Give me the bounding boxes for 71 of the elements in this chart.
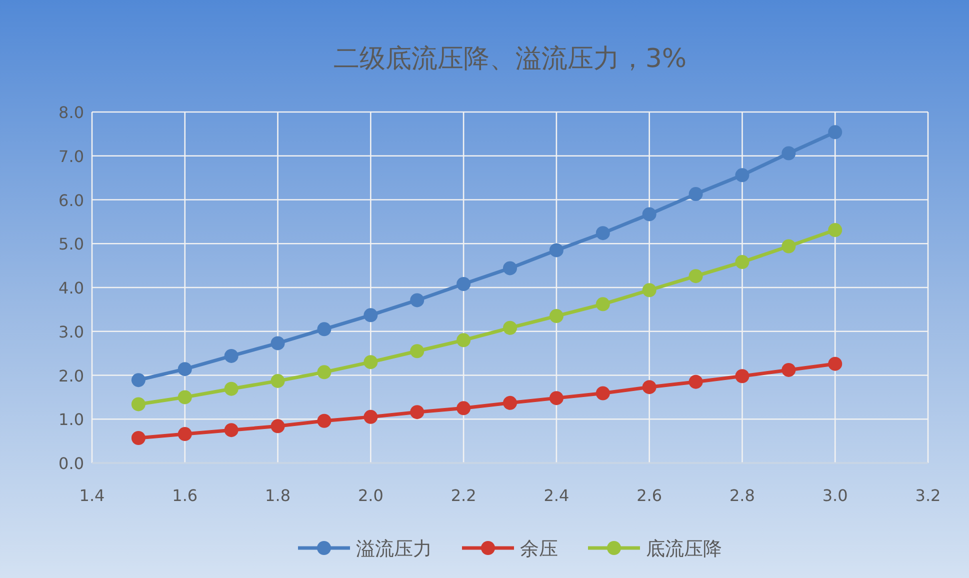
point	[596, 297, 610, 312]
point	[270, 336, 285, 350]
point	[364, 410, 378, 424]
y-tick-label: 7.0	[58, 146, 84, 166]
point	[131, 373, 146, 388]
point	[270, 419, 285, 434]
point	[178, 362, 192, 376]
point	[131, 430, 146, 445]
point	[642, 380, 656, 394]
point	[688, 374, 703, 389]
point	[828, 125, 842, 140]
point	[549, 309, 564, 324]
point	[317, 365, 332, 380]
x-tick-label: 1.8	[265, 486, 291, 505]
y-tick-label: 8.0	[58, 103, 84, 122]
x-tick-label: 2.4	[544, 486, 570, 505]
point	[782, 146, 796, 160]
x-tick-label: 2.0	[358, 486, 384, 505]
chart-title: 二级底流压降、溢流压力，3%	[333, 44, 687, 74]
point	[828, 223, 842, 238]
x-tick-label: 2.8	[729, 486, 755, 505]
point	[270, 374, 285, 388]
point	[782, 239, 796, 254]
point	[178, 427, 192, 442]
y-tick-label: 2.0	[58, 366, 84, 386]
y-tick-label: 5.0	[58, 234, 84, 254]
y-tick-label: 6.0	[58, 190, 84, 210]
point	[782, 362, 796, 377]
point	[410, 405, 424, 420]
point	[456, 333, 471, 348]
y-tick-label: 0.0	[58, 454, 84, 473]
y-tick-label: 3.0	[58, 322, 84, 342]
point	[735, 369, 750, 384]
x-tick-label: 2.2	[450, 486, 476, 505]
x-tick-label: 1.6	[172, 486, 198, 505]
y-tick-label: 1.0	[58, 410, 84, 430]
point	[224, 423, 238, 438]
point	[456, 276, 471, 291]
x-tick-label: 1.4	[79, 486, 105, 505]
point	[549, 391, 564, 406]
point	[224, 348, 238, 363]
point	[131, 397, 146, 412]
point	[735, 255, 750, 270]
legend-label: 溢流压力	[356, 538, 432, 560]
point	[456, 401, 471, 416]
point	[549, 243, 564, 258]
legend-label: 底流压降	[646, 538, 722, 560]
point	[317, 414, 332, 428]
point	[178, 390, 192, 404]
legend-label: 余压	[520, 538, 558, 560]
point	[642, 283, 656, 298]
point	[735, 168, 750, 182]
y-tick-label: 4.0	[58, 278, 84, 298]
point	[317, 322, 332, 336]
point	[503, 261, 517, 276]
x-tick-label: 2.6	[636, 486, 662, 505]
point	[828, 356, 842, 371]
point	[596, 226, 610, 240]
point	[688, 187, 703, 202]
point	[503, 396, 517, 410]
point	[688, 269, 703, 284]
point	[364, 308, 378, 322]
x-tick-label: 3.0	[822, 486, 848, 505]
point	[364, 355, 378, 370]
point	[642, 207, 656, 222]
point	[410, 344, 424, 358]
point	[596, 386, 610, 400]
point	[224, 382, 238, 396]
point	[503, 320, 517, 335]
x-tick-label: 3.2	[915, 486, 941, 505]
point	[410, 293, 424, 308]
